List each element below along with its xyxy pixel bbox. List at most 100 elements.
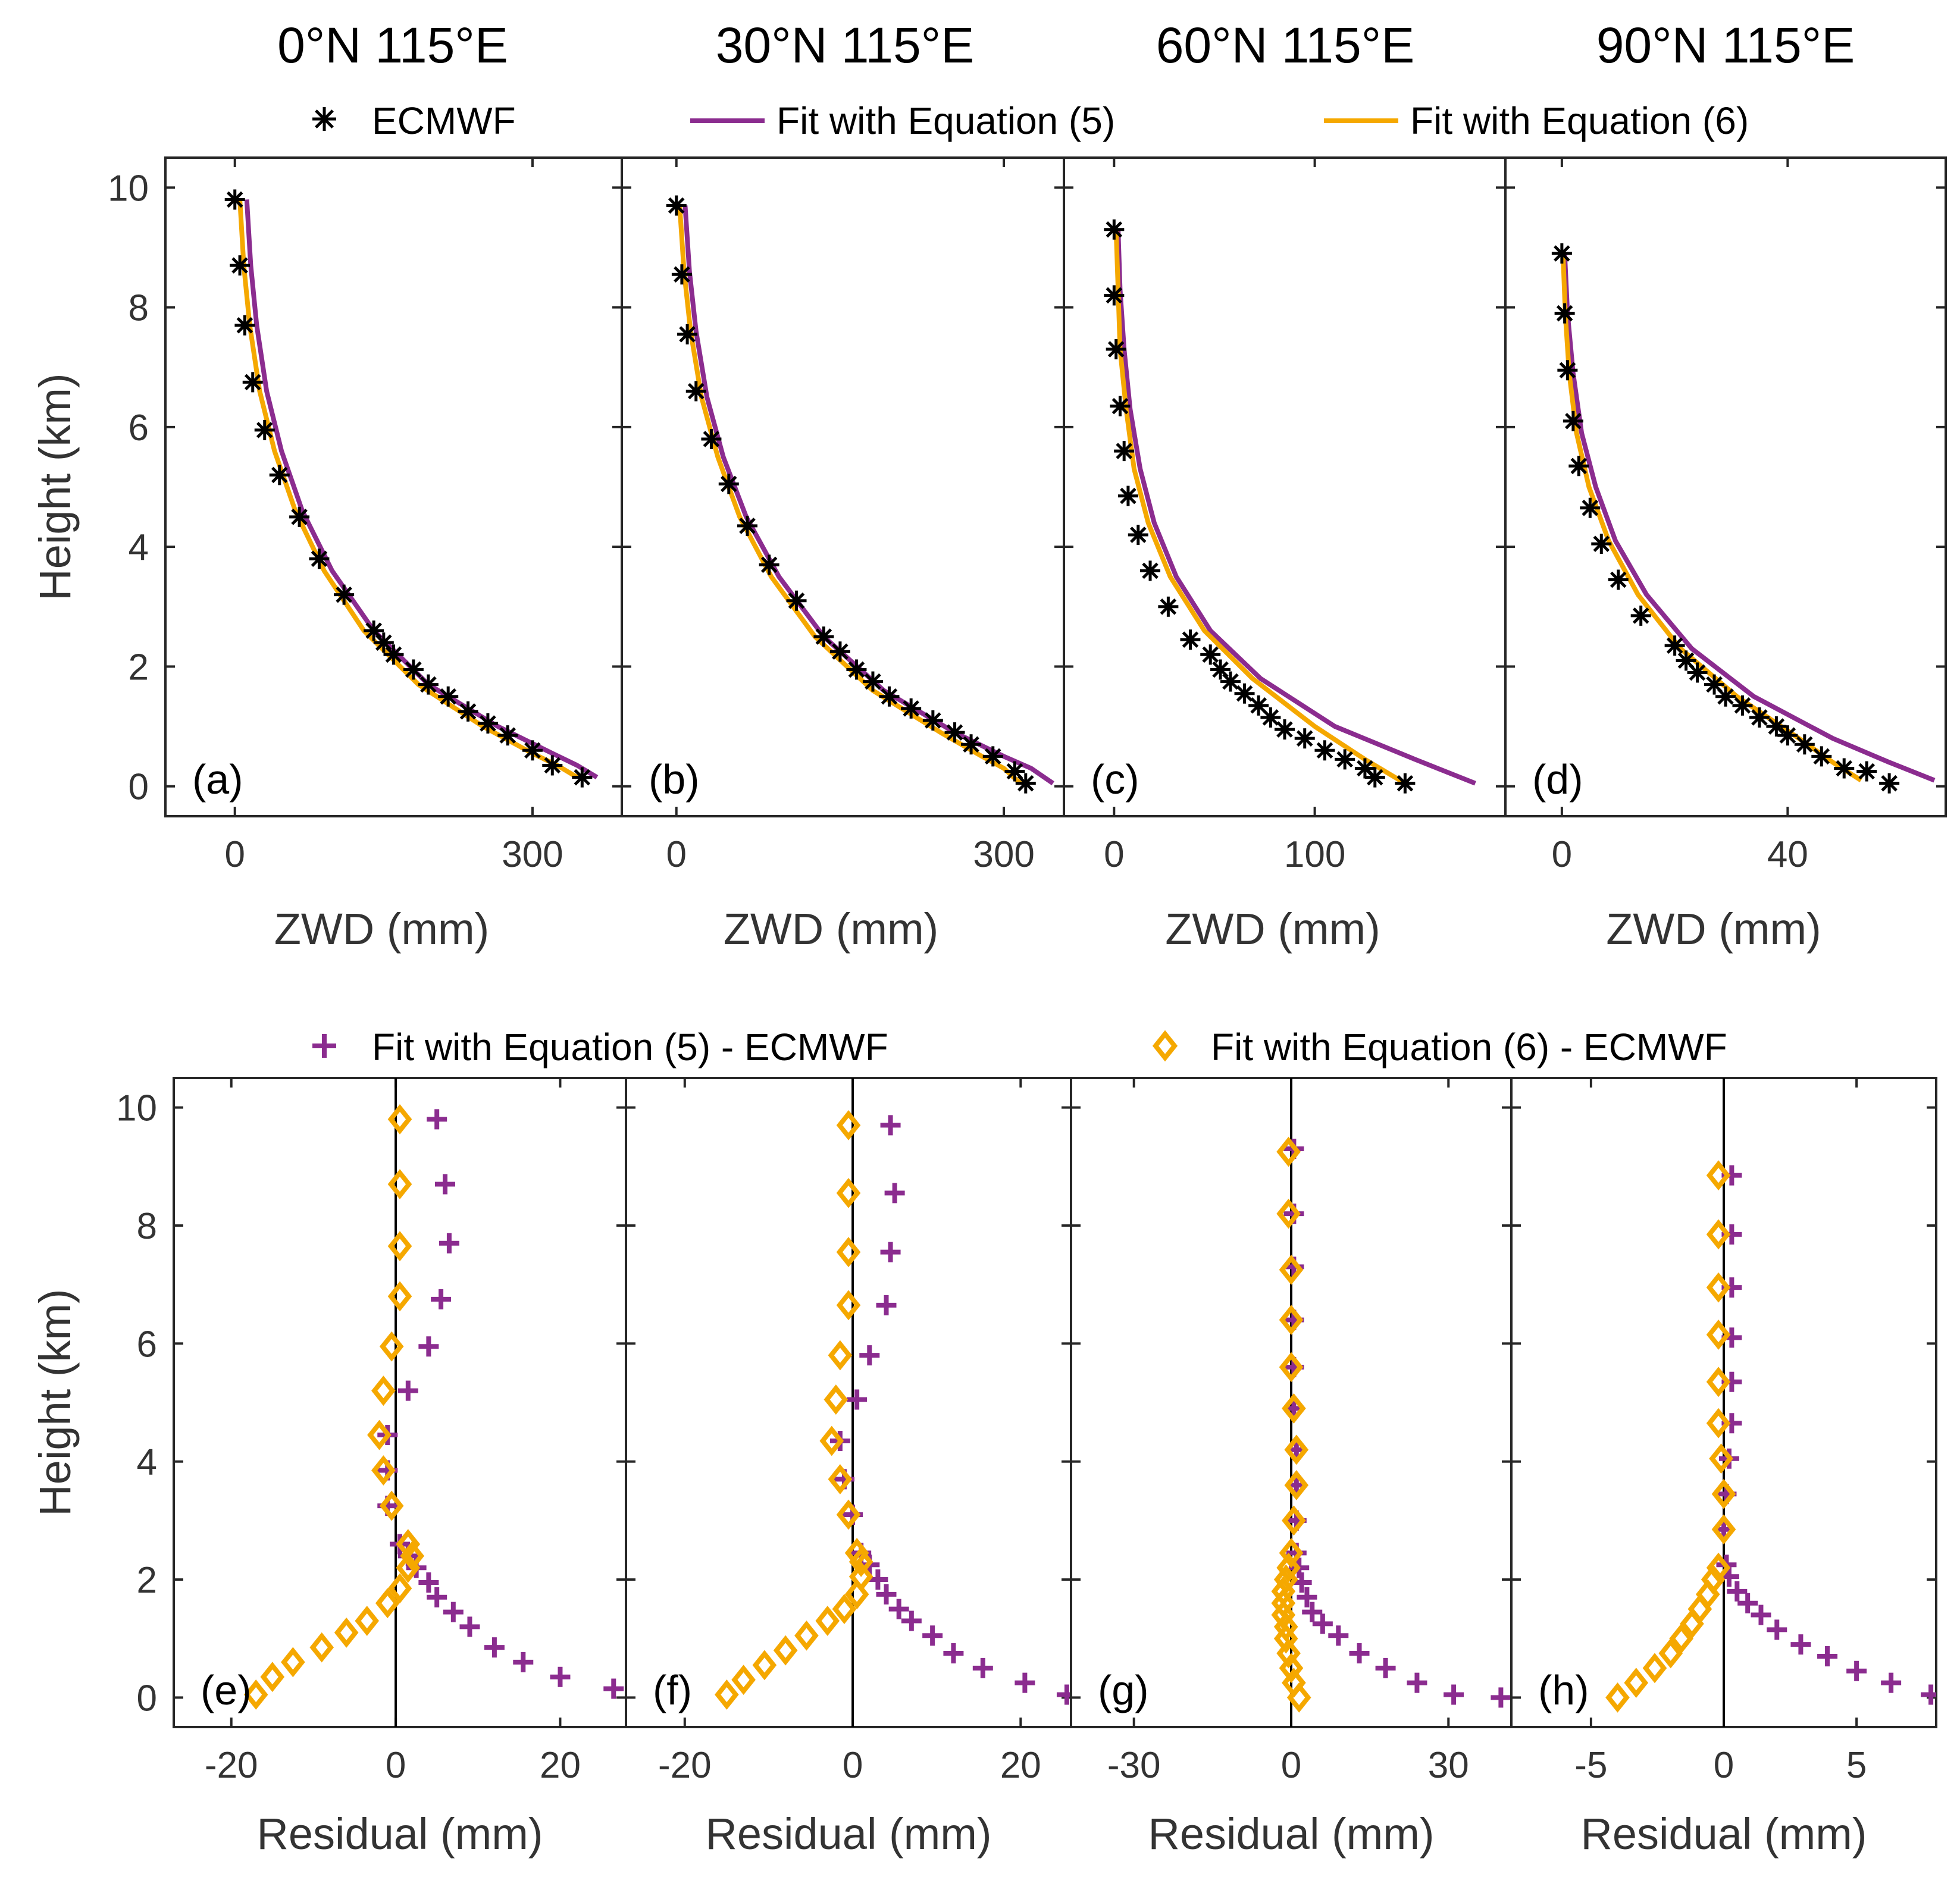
- panel-e-ytick-label: 8: [137, 1206, 157, 1247]
- panel-e-eq6-residual-point: [396, 1552, 421, 1583]
- panel-h-eq5-residual-point: [1737, 1593, 1758, 1613]
- panel-a-ytick-label: 10: [108, 168, 149, 209]
- panel-h-eq6-residual-point: [1711, 1478, 1736, 1509]
- panel-h-xtick-label: -5: [1574, 1745, 1607, 1786]
- panel-c-ecmwf-point: [1260, 707, 1281, 728]
- panel-e-eq6-residual-point: [309, 1632, 334, 1663]
- panel-f-xlabel: Residual (mm): [705, 1809, 991, 1859]
- panel-h-eq6-residual-point: [1642, 1653, 1667, 1684]
- panel-e-eq6-residual-point: [260, 1662, 285, 1693]
- panel-c-ecmwf-point: [1294, 728, 1315, 749]
- panel-g-eq6-residual-point: [1273, 1564, 1298, 1595]
- panel-h-eq6-residual-point: [1669, 1623, 1693, 1654]
- panel-h-eq5-residual-point: [1727, 1581, 1748, 1602]
- panel-f-eq5-residual-point: [1056, 1684, 1071, 1705]
- panel-d-ecmwf-point: [1766, 716, 1787, 737]
- panel-h-letter: (h): [1538, 1667, 1589, 1713]
- panel-f-eq5-residual-point: [876, 1295, 897, 1315]
- panel-h-eq6-residual-point: [1680, 1609, 1704, 1639]
- panel-b-ecmwf-point: [737, 515, 757, 536]
- panel-a-eq5-line: [244, 199, 599, 780]
- panel-h-eq6-residual-point: [1709, 1443, 1733, 1474]
- title-col-3: 60°N 115°E: [1156, 17, 1415, 73]
- panel-g-eq5-residual-point: [1349, 1643, 1370, 1664]
- panel-e-eq6-residual-point: [387, 1169, 412, 1199]
- panel-d-ecmwf-point: [1568, 456, 1589, 477]
- panel-f-eq6-residual-point: [824, 1384, 849, 1415]
- panel-d-ecmwf-point: [1557, 360, 1578, 381]
- panel-e-eq5-residual-point: [418, 1336, 439, 1357]
- panel-a-ytick-label: 6: [129, 408, 149, 449]
- panel-d-xtick-label: 40: [1767, 834, 1808, 875]
- panel-g-eq6-residual-point: [1276, 1136, 1301, 1167]
- panel-d-ecmwf-point: [1554, 303, 1575, 324]
- panel-e-eq6-residual-point: [355, 1606, 380, 1636]
- panel-f-eq6-residual-point: [828, 1464, 853, 1494]
- panel-e-eq5-residual-point: [513, 1652, 534, 1672]
- panel-b-xtick-label: 0: [666, 834, 686, 875]
- legend-eq6-residual-marker: [1152, 1030, 1178, 1062]
- panel-d-xtick-label: 0: [1552, 834, 1572, 875]
- panel-g-eq5-residual-point: [1297, 1587, 1317, 1607]
- panel-g: -30 0 30 Residual (mm) (g): [1070, 1077, 1513, 1859]
- panel-a-ecmwf-point: [403, 659, 424, 680]
- panel-f-eq5-residual-point: [880, 1242, 901, 1262]
- panel-a-ecmwf-point: [230, 255, 251, 276]
- panel-h-eq6-residual-point: [1658, 1638, 1683, 1669]
- legend-ecmwf-label: ECMWF: [372, 99, 516, 142]
- panel-g-eq5-residual-point: [1407, 1672, 1427, 1693]
- panel-b-ecmwf-point: [982, 746, 1003, 767]
- panel-a-ecmwf-point: [497, 725, 518, 746]
- panel-e-eq5-residual-point: [443, 1602, 464, 1622]
- panel-f-eq5-residual-point: [876, 1584, 897, 1605]
- panel-a-ecmwf-point: [269, 465, 290, 485]
- panel-g-eq5-residual-point: [1375, 1657, 1396, 1678]
- panel-b-ecmwf-point: [901, 698, 922, 719]
- panel-c-ecmwf-point: [1140, 560, 1161, 581]
- panel-h-eq5-residual-point: [1790, 1634, 1811, 1655]
- panel-g-eq6-residual-point: [1271, 1600, 1296, 1630]
- panel-d-plot-area: [1551, 243, 1936, 794]
- panel-e-eq6-residual-point: [334, 1617, 359, 1648]
- panel-e: 0 2 4 6 8 10 -20 0 20 Residual (mm) Height (km) (e): [30, 1077, 627, 1859]
- panel-d-ecmwf-point: [1664, 635, 1685, 656]
- panel-h-eq6-residual-point: [1624, 1668, 1649, 1699]
- panel-a-ytick-label: 0: [129, 767, 149, 808]
- panel-f-eq6-residual-point: [849, 1546, 873, 1577]
- panel-e-letter: (e): [201, 1667, 252, 1713]
- panel-a-ytick-label: 2: [129, 647, 149, 688]
- legend-eq5-residual-marker: [312, 1034, 336, 1058]
- panel-e-eq5-residual-point: [418, 1572, 439, 1593]
- panel-e-eq6-residual-point: [387, 1573, 412, 1604]
- panel-c-ecmwf-point: [1117, 485, 1138, 506]
- panel-h-eq5-residual-point: [1881, 1672, 1902, 1693]
- panel-a-ecmwf-point: [242, 372, 263, 393]
- panel-e-eq5-residual-point: [435, 1174, 455, 1195]
- panel-b: 0 300 ZWD (mm) (b): [621, 156, 1065, 954]
- panel-d-ecmwf-point: [1630, 605, 1651, 626]
- panel-g-letter: (g): [1098, 1667, 1149, 1713]
- panel-f-eq6-residual-point: [752, 1650, 777, 1681]
- panel-g-eq6-residual-point: [1273, 1623, 1298, 1654]
- panel-d-ecmwf-point: [1777, 725, 1798, 746]
- panel-c-ecmwf-point: [1180, 629, 1201, 650]
- panel-e-eq6-residual-point: [371, 1455, 396, 1486]
- panel-e-eq5-residual-point: [427, 1587, 447, 1607]
- panel-f-eq5-residual-point: [901, 1610, 922, 1631]
- panel-a-xlabel: ZWD (mm): [274, 904, 490, 954]
- panel-e-eq6-residual-point: [375, 1588, 400, 1619]
- panel-a-ecmwf-point: [334, 584, 355, 605]
- panel-a-plot-area: [224, 189, 599, 788]
- panel-c-xtick-label: 0: [1104, 834, 1124, 875]
- panel-f-plot-area: [715, 1078, 1071, 1727]
- panel-e-eq5-residual-point: [427, 1109, 447, 1130]
- panel-d-ecmwf-point: [1580, 497, 1601, 518]
- panel-e-eq6-residual-point: [387, 1281, 412, 1312]
- legend-eq6-residual-label: Fit with Equation (6) - ECMWF: [1211, 1026, 1727, 1068]
- panel-d-ecmwf-point: [1879, 773, 1900, 794]
- legend-eq6-label: Fit with Equation (6): [1410, 99, 1749, 142]
- panel-g-xtick-label: -30: [1107, 1745, 1161, 1786]
- panel-f-eq5-residual-point: [922, 1625, 943, 1646]
- panel-b-ecmwf-point: [671, 264, 692, 285]
- panel-d-ecmwf-point: [1551, 243, 1572, 264]
